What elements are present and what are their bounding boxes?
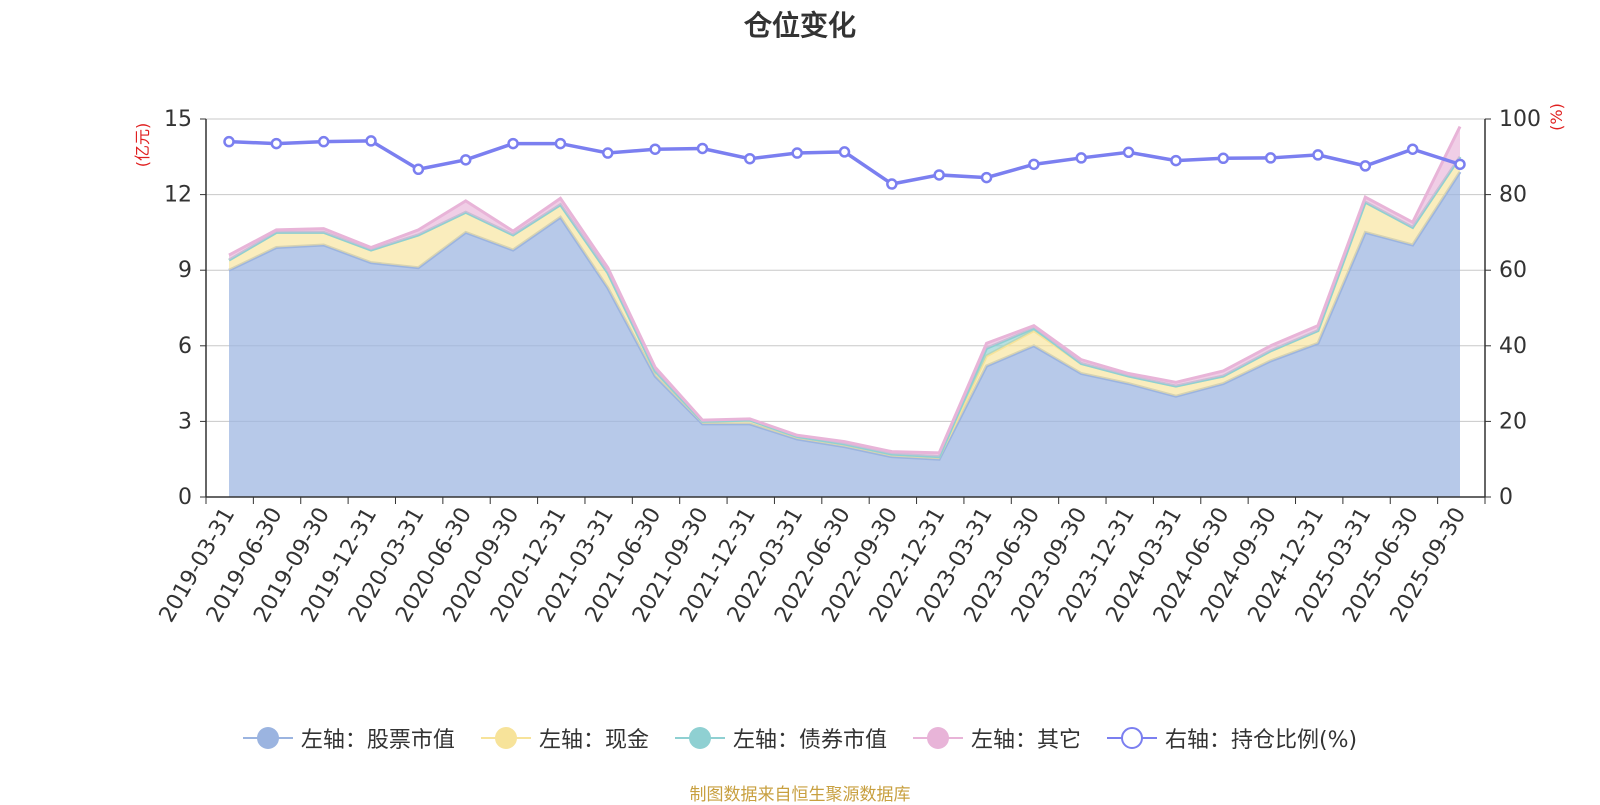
ratio-point xyxy=(696,142,709,155)
ratio-point xyxy=(365,135,377,147)
ratio-point xyxy=(1454,158,1466,171)
y-right-unit-label: (%) xyxy=(1547,103,1566,131)
ratio-point xyxy=(886,178,898,190)
ratio-point xyxy=(602,147,614,159)
y-right-tick-label: 100 xyxy=(1499,107,1541,132)
area-2 xyxy=(229,156,1460,460)
legend-swatch-dot xyxy=(1120,727,1143,749)
ratio-point xyxy=(1217,152,1230,165)
legend-label: 左轴：现金 xyxy=(538,728,649,753)
ratio-point xyxy=(507,137,519,150)
legend-swatch xyxy=(674,726,725,750)
legend-label: 左轴：其它 xyxy=(970,728,1081,753)
y-left-tick-label: 0 xyxy=(178,485,192,510)
y-left-tick-label: 12 xyxy=(164,183,192,208)
ratio-point xyxy=(223,135,235,148)
legend-label: 右轴：持仓比例(%) xyxy=(1164,728,1358,753)
y-right-tick-label: 20 xyxy=(1499,409,1527,434)
ratio-point xyxy=(649,143,661,155)
ratio-point xyxy=(412,163,425,176)
legend-item[interactable]: 左轴：其它 xyxy=(912,722,1081,754)
legend-swatch-dot xyxy=(494,727,517,749)
y-right-tick-label: 0 xyxy=(1499,485,1513,510)
area-1 xyxy=(229,171,1460,498)
ratio-point xyxy=(933,169,945,181)
y-right-tick-label: 40 xyxy=(1499,334,1527,359)
legend-item[interactable]: 左轴：债券市值 xyxy=(674,722,887,754)
legend-swatch-dot xyxy=(926,727,949,749)
stacked-areas xyxy=(228,125,1462,498)
legend-swatch-dot xyxy=(256,727,279,749)
ratio-point xyxy=(1406,143,1419,155)
legend-item[interactable]: 右轴：持仓比例(%) xyxy=(1106,722,1358,754)
y-right-tick-label: 80 xyxy=(1499,183,1527,208)
ratio-point xyxy=(1170,154,1182,167)
legend-swatch xyxy=(912,726,963,750)
ratio-point xyxy=(838,146,851,158)
y-left-tick-label: 3 xyxy=(178,409,192,434)
legend-swatch xyxy=(1106,726,1157,750)
legend-item[interactable]: 左轴：现金 xyxy=(480,722,649,754)
ratio-point xyxy=(1028,158,1040,171)
legend-swatch xyxy=(242,726,293,750)
ratio-point xyxy=(270,137,283,150)
ratio-point xyxy=(459,154,472,166)
y-left-tick-label: 9 xyxy=(178,258,192,283)
legend-swatch-dot xyxy=(688,727,711,749)
legend-label: 左轴：股票市值 xyxy=(300,728,455,753)
ratio-point xyxy=(554,137,567,150)
legend-swatch xyxy=(480,726,531,750)
ratio-point xyxy=(1122,146,1135,159)
ratio-point xyxy=(791,147,803,159)
y-left-unit-label: (亿元) xyxy=(133,123,152,168)
ratio-point xyxy=(1312,149,1324,161)
ratio-point xyxy=(1075,152,1087,164)
holding-ratio-line xyxy=(223,135,1466,190)
ratio-point xyxy=(1359,160,1372,172)
y-left-tick-label: 6 xyxy=(178,334,192,359)
legend: 左轴：股票市值 左轴：现金 左轴：债券市值 左轴：其它 右轴：持仓比例(%) xyxy=(0,722,1600,754)
y-left-tick-label: 15 xyxy=(164,107,192,132)
ratio-point xyxy=(317,135,330,148)
y-right-tick-label: 60 xyxy=(1499,258,1527,283)
source-note: 制图数据来自恒生聚源数据库 xyxy=(689,785,911,805)
ratio-point xyxy=(744,152,756,165)
ratio-point xyxy=(1264,152,1277,164)
legend-item[interactable]: 左轴：股票市值 xyxy=(242,722,455,754)
chart-title: 仓位变化 xyxy=(743,9,856,42)
area-edge-4 xyxy=(228,125,1462,455)
ratio-point xyxy=(980,171,993,184)
legend-label: 左轴：债券市值 xyxy=(732,728,887,753)
